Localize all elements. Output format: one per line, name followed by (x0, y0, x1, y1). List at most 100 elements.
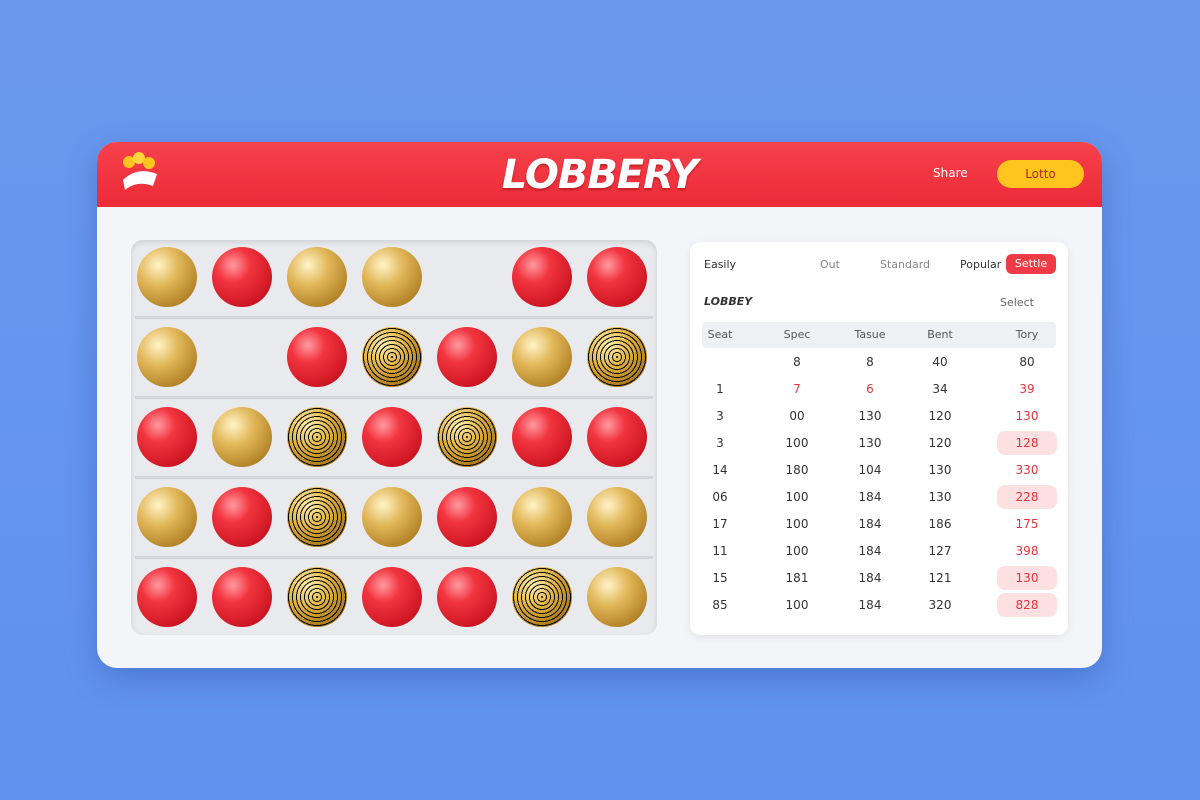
table-cell: 398 (1015, 544, 1039, 558)
ball (587, 327, 647, 387)
table-cell: 1 (716, 382, 724, 396)
ball (512, 247, 572, 307)
column-header: Bent (927, 328, 953, 341)
table-cell: 330 (1015, 463, 1039, 477)
table-cell: 11 (712, 544, 728, 558)
table-cell: 80 (1019, 355, 1035, 369)
tab-active[interactable]: Settle (1006, 254, 1056, 274)
ball (137, 327, 197, 387)
ball (287, 407, 347, 467)
table-cell: 100 (785, 436, 809, 450)
table-header-bg (702, 322, 1056, 348)
table-cell: 186 (928, 517, 952, 531)
table-cell: 828 (997, 593, 1057, 617)
table-cell: 184 (858, 517, 882, 531)
rail (135, 396, 653, 399)
share-link[interactable]: Share (933, 166, 968, 180)
table-cell: 180 (785, 463, 809, 477)
table-cell: 184 (858, 598, 882, 612)
ball (212, 247, 272, 307)
ball (362, 407, 422, 467)
ball (362, 567, 422, 627)
table-cell: 104 (858, 463, 882, 477)
table-cell: 100 (785, 598, 809, 612)
ball (587, 247, 647, 307)
ball (512, 487, 572, 547)
ball (512, 327, 572, 387)
table-cell: 15 (712, 571, 728, 585)
ball (362, 327, 422, 387)
table-cell: 7 (793, 382, 801, 396)
rail (135, 316, 653, 319)
table-cell: 3 (716, 436, 724, 450)
ball (587, 487, 647, 547)
table-cell: 100 (785, 490, 809, 504)
ball (212, 487, 272, 547)
rail (135, 556, 653, 559)
table-cell: 85 (712, 598, 728, 612)
rail (135, 476, 653, 479)
ball (512, 567, 572, 627)
ball (212, 407, 272, 467)
ball (512, 407, 572, 467)
table-cell: 228 (997, 485, 1057, 509)
table-cell: 130 (997, 566, 1057, 590)
table-cell: 130 (928, 463, 952, 477)
panel-title: Easily (704, 258, 737, 271)
table-cell: 100 (785, 517, 809, 531)
table-cell: 130 (928, 490, 952, 504)
table-cell: 17 (712, 517, 728, 531)
table-cell: 175 (1015, 517, 1039, 531)
logo (123, 152, 157, 190)
table-cell: 8 (793, 355, 801, 369)
select[interactable]: Select (1000, 296, 1034, 309)
game-card: LOBBERY Share Lotto Easily Out Standard … (97, 142, 1102, 668)
ball (362, 487, 422, 547)
lotto-button[interactable]: Lotto (997, 160, 1084, 188)
table-cell: 184 (858, 571, 882, 585)
table-cell: 130 (858, 436, 882, 450)
ball (137, 487, 197, 547)
panel-subtitle: LOBBEY (704, 295, 753, 308)
ball (137, 247, 197, 307)
table-cell: 14 (712, 463, 728, 477)
ball (587, 407, 647, 467)
table-cell: 39 (1019, 382, 1035, 396)
title: LOBBERY (501, 152, 698, 198)
header: LOBBERY Share Lotto (97, 142, 1102, 207)
table-cell: 320 (928, 598, 952, 612)
column-header: Tasue (854, 328, 886, 341)
ball (287, 567, 347, 627)
table-cell: 120 (928, 436, 952, 450)
table-cell: 100 (785, 544, 809, 558)
tab[interactable]: Standard (880, 258, 931, 271)
table-cell: 130 (1015, 409, 1039, 423)
tab[interactable]: Out (820, 258, 840, 271)
ball (137, 407, 197, 467)
table-cell: 130 (858, 409, 882, 423)
ball (437, 327, 497, 387)
results-panel: Easily Out Standard Popular Settle LOBBE… (690, 242, 1068, 635)
ball (437, 407, 497, 467)
table-cell: 40 (932, 355, 948, 369)
table-cell: 181 (785, 571, 809, 585)
ball-grid (131, 240, 657, 635)
tab[interactable]: Popular (960, 258, 1002, 271)
table-cell: 127 (928, 544, 952, 558)
table-cell: 120 (928, 409, 952, 423)
table-cell: 34 (932, 382, 948, 396)
ball (212, 567, 272, 627)
ball (287, 487, 347, 547)
table-cell: 8 (866, 355, 874, 369)
table-cell: 00 (789, 409, 805, 423)
ball (287, 327, 347, 387)
table-cell: 06 (712, 490, 728, 504)
ball (587, 567, 647, 627)
table-cell: 6 (866, 382, 874, 396)
column-header: Seat (707, 328, 733, 341)
table-cell: 184 (858, 544, 882, 558)
column-header: Spec (783, 328, 811, 341)
ball (437, 487, 497, 547)
table-cell (690, 350, 750, 374)
